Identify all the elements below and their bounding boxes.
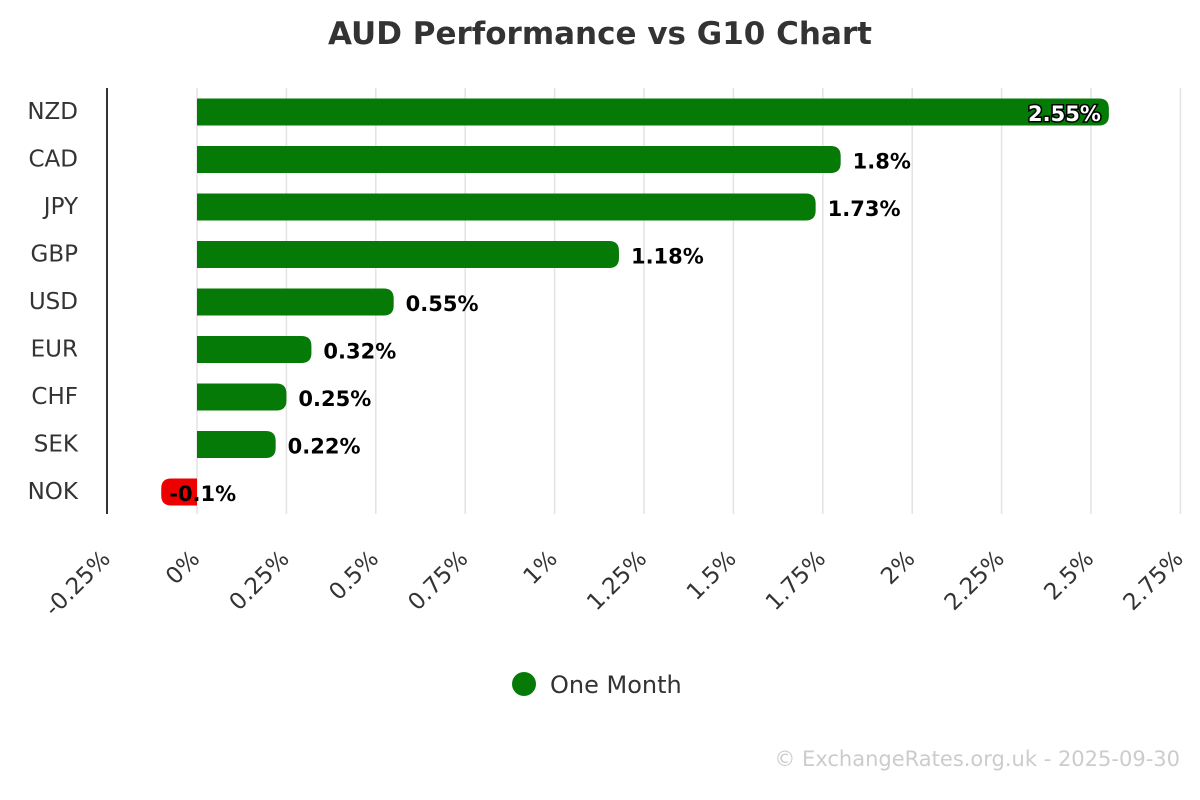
bar-jpy[interactable]: [197, 193, 816, 221]
category-label-usd: USD: [29, 289, 78, 315]
category-label-nok: NOK: [28, 479, 79, 505]
bar-sek[interactable]: [197, 431, 276, 458]
data-label-usd: 0.55%: [406, 292, 479, 316]
category-label-chf: CHF: [31, 384, 78, 410]
x-tick-label: 2%: [876, 546, 920, 590]
x-tick-label: 1%: [519, 546, 563, 590]
bar-nzd[interactable]: [197, 98, 1109, 126]
x-tick-label: 0.5%: [324, 546, 384, 606]
legend[interactable]: One Month: [512, 671, 682, 699]
x-tick-label: 0.75%: [403, 546, 473, 616]
x-tick-label: 0%: [161, 546, 205, 590]
category-label-eur: EUR: [31, 337, 78, 363]
x-tick-label: 1.75%: [761, 546, 831, 616]
legend-marker[interactable]: [512, 672, 536, 696]
x-tick-label: 2.5%: [1040, 546, 1100, 606]
bar-cad[interactable]: [197, 146, 841, 173]
x-tick-label: 2.75%: [1119, 546, 1189, 616]
category-label-sek: SEK: [34, 432, 79, 458]
data-label-jpy: 1.73%: [828, 197, 901, 221]
bar-gbp[interactable]: [197, 241, 619, 268]
category-labels-layer: NZD CAD JPY GBP USD EUR CHF SEK NOK: [27, 99, 79, 505]
bar-usd[interactable]: [197, 288, 394, 316]
category-label-jpy: JPY: [42, 194, 79, 220]
bar-nok[interactable]: [161, 478, 197, 506]
data-label-sek: 0.22%: [288, 435, 361, 459]
x-tick-label: 1.25%: [582, 546, 652, 616]
data-labels-layer: 2.55% 1.8% 1.73% 1.18% 0.55% 0.32% 0.25% 0.22% -…: [169, 101, 1102, 507]
category-label-gbp: GBP: [31, 242, 79, 268]
x-tick-label: 1.5%: [682, 546, 742, 606]
bar-eur[interactable]: [197, 336, 312, 363]
credit-text: © ExchangeRates.org.uk - 2025-09-30: [774, 747, 1180, 771]
data-label-nzd: 2.55%: [1028, 102, 1101, 126]
data-label-eur: 0.32%: [323, 340, 396, 364]
chart-title: AUD Performance vs G10 Chart: [328, 16, 872, 52]
data-label-gbp: 1.18%: [631, 245, 704, 269]
data-label-chf: 0.25%: [298, 387, 371, 411]
legend-label[interactable]: One Month: [550, 671, 682, 699]
category-label-cad: CAD: [28, 147, 78, 173]
category-label-nzd: NZD: [27, 99, 78, 125]
data-label-nok: -0.1%: [169, 482, 236, 506]
x-tick-label: 2.25%: [940, 546, 1010, 616]
x-axis-tick-labels: -0.25% 0% 0.25% 0.5% 0.75% 1% 1.25% 1.5% 1.75% 2%…: [40, 546, 1189, 622]
x-tick-label: 0.25%: [225, 546, 295, 616]
x-tick-label: -0.25%: [40, 546, 116, 622]
bar-chf[interactable]: [197, 383, 287, 411]
data-label-cad: 1.8%: [853, 150, 911, 174]
bars-layer: [161, 98, 1109, 506]
